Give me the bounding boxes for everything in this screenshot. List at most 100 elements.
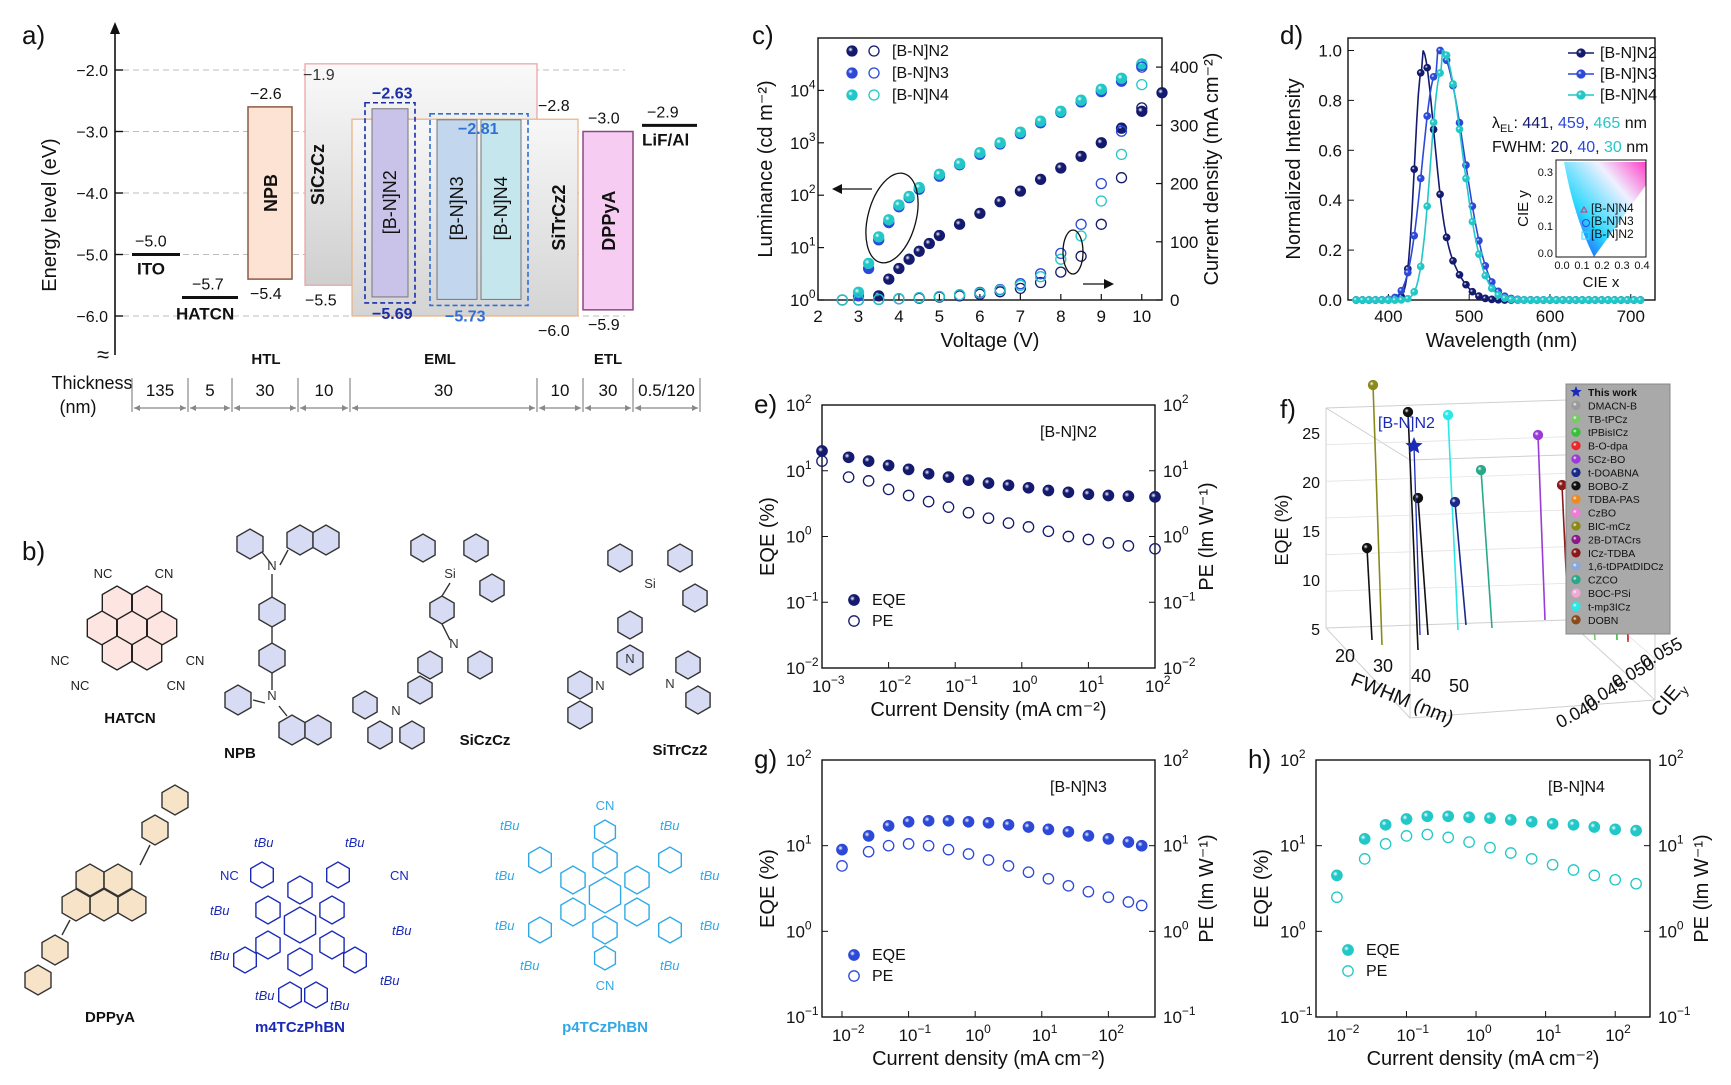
data-point	[1421, 828, 1434, 841]
spectrum-point	[1487, 295, 1496, 304]
grid-line	[1325, 472, 1568, 482]
inset-xtick: 0.2	[1594, 260, 1609, 272]
ring	[467, 650, 493, 680]
data-point	[1115, 148, 1128, 161]
legend-label: [B-N]N4	[1600, 87, 1657, 104]
data-point	[913, 292, 925, 304]
xlabel: Wavelength (nm)	[1426, 330, 1578, 352]
spectrum-point	[1449, 80, 1457, 88]
xlabel: Current density (mA cm⁻²)	[872, 1048, 1105, 1070]
data-point	[982, 477, 995, 489]
spectrum-point	[1397, 296, 1406, 304]
data-point	[1095, 83, 1107, 95]
stem-head	[1556, 479, 1568, 491]
xtick-exponent: 1	[1555, 1022, 1562, 1036]
thickness-arrowhead	[234, 405, 240, 411]
ytick-exponent: −2	[1182, 655, 1196, 669]
data-point	[902, 838, 915, 850]
ytick-exponent: 0	[1182, 524, 1189, 538]
data-point	[1042, 525, 1055, 538]
tbu-label: tBu	[345, 835, 365, 850]
xtick-label: 30	[1373, 656, 1393, 676]
ring	[141, 814, 169, 846]
spectrum-point	[1358, 296, 1367, 304]
ring	[463, 533, 489, 563]
legend-label: tPBisICz	[1588, 427, 1628, 439]
data-point	[1463, 811, 1475, 824]
ytick-exponent: 1	[1182, 833, 1189, 847]
xlabel: FWHM (nm)	[1348, 669, 1457, 730]
data-point	[1022, 866, 1035, 879]
stem-this-work	[1413, 445, 1421, 636]
bond	[441, 582, 451, 597]
xtick-label: 101	[1536, 1022, 1562, 1045]
data-point	[816, 445, 828, 457]
ytick-label: −5.0	[76, 248, 108, 265]
ytick-label: 102	[790, 182, 816, 205]
xtick-exponent: −2	[1346, 1022, 1360, 1036]
data-point	[1630, 877, 1642, 890]
ytick-label: 10−2	[786, 655, 819, 678]
ring	[407, 675, 433, 705]
data-point	[1588, 869, 1601, 882]
ring	[343, 946, 367, 974]
data-point	[1115, 72, 1128, 84]
spectrum-point	[1429, 118, 1438, 127]
legend-label: This work	[1588, 387, 1637, 399]
data-point	[1484, 812, 1496, 824]
ytick-label: 5	[1311, 622, 1320, 639]
legend-label: EQE	[872, 947, 906, 964]
spectrum-point	[1416, 262, 1425, 271]
ring	[417, 650, 443, 680]
ylabel: Normalized Intensity	[1283, 78, 1305, 259]
data-point	[1484, 841, 1496, 854]
data-point	[913, 245, 925, 257]
ytick-label: 101	[790, 235, 816, 258]
ito-label: ITO	[137, 260, 165, 279]
ytick-right-label: 102	[1658, 747, 1684, 770]
fwhm-unit-text: nm	[1626, 139, 1648, 156]
atom-label: N	[665, 676, 674, 691]
tbu-label: tBu	[330, 998, 350, 1013]
bond	[441, 623, 451, 641]
legend-label: PE	[1366, 963, 1387, 980]
inset-xtick: 0.4	[1634, 260, 1649, 272]
hatcn-name: HATCN	[104, 710, 155, 727]
hatcn-ring	[131, 635, 163, 671]
panel-c-letter: c)	[752, 20, 774, 50]
n3-label: [B-N]N3	[447, 176, 467, 240]
m4-ring	[255, 930, 281, 960]
xtick-label: 10−1	[899, 1022, 932, 1045]
legend-label: TDBA-PAS	[1588, 494, 1640, 506]
thickness-arrowhead	[290, 405, 296, 411]
legend-box	[1565, 383, 1671, 635]
atom-label: CN	[167, 678, 186, 693]
annotation-ellipse	[1062, 229, 1084, 275]
data-point	[1135, 899, 1148, 912]
stem-head	[1402, 406, 1414, 418]
ytick-right-label: 100	[1163, 918, 1189, 941]
ytick-label: 25	[1302, 426, 1320, 443]
n34-lumo: −2.81	[458, 121, 499, 138]
data-point	[1102, 891, 1115, 904]
comma: ,	[1585, 115, 1594, 132]
n2-box	[371, 108, 409, 298]
legend-marker	[1576, 90, 1586, 100]
spectrum-point	[1436, 69, 1444, 77]
tbu-label: tBu	[660, 958, 680, 973]
data-point	[893, 293, 905, 305]
data-point	[1609, 823, 1622, 836]
ytick-label: 104	[790, 77, 816, 100]
data-point	[1022, 521, 1035, 533]
data-point	[922, 814, 935, 827]
thickness-title: Thickness	[51, 373, 132, 393]
bond	[252, 699, 266, 704]
thickness-arrowhead	[224, 405, 230, 411]
data-point	[953, 218, 966, 230]
data-point	[1331, 891, 1343, 904]
tbu-label: tBu	[660, 818, 680, 833]
atom-label: N	[625, 651, 634, 666]
ytick-right-label: 10−2	[1163, 655, 1196, 678]
spectrum-point	[1571, 296, 1580, 304]
data-point	[1122, 896, 1135, 908]
